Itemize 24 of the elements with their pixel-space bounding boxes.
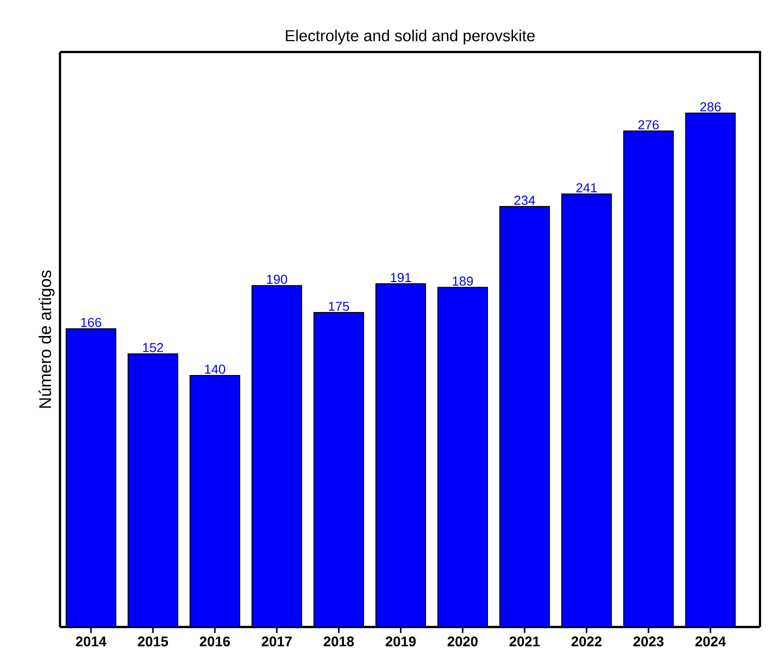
data-label: 234 <box>514 196 536 205</box>
data-label: 140 <box>205 364 226 374</box>
x-tick-label: 2022 <box>572 636 602 646</box>
x-tick-label: 2014 <box>76 636 106 646</box>
x-tick-label: 2020 <box>448 636 478 646</box>
x-tick-label: 2021 <box>510 636 540 646</box>
data-label: 276 <box>638 120 659 130</box>
x-tick-label: 2023 <box>633 636 664 646</box>
x-tick-label: 2019 <box>386 636 416 646</box>
chart-title: Electrolyte and solid and perovskite <box>286 30 535 44</box>
x-tick-label: 2016 <box>200 636 230 646</box>
x-tick-label: 2018 <box>324 636 354 646</box>
data-label: 241 <box>576 183 597 192</box>
x-tick-label: 2024 <box>695 636 726 646</box>
y-axis-title: Número de artigos <box>38 270 54 408</box>
data-label: 191 <box>390 272 411 282</box>
data-label: 166 <box>81 318 102 328</box>
data-label: 152 <box>143 343 164 352</box>
data-label: 286 <box>700 102 721 112</box>
data-label: 190 <box>266 274 288 284</box>
x-tick-label: 2017 <box>262 636 292 646</box>
x-tick-label: 2015 <box>138 636 168 646</box>
data-label: 189 <box>452 276 473 286</box>
data-label: 175 <box>328 302 350 311</box>
